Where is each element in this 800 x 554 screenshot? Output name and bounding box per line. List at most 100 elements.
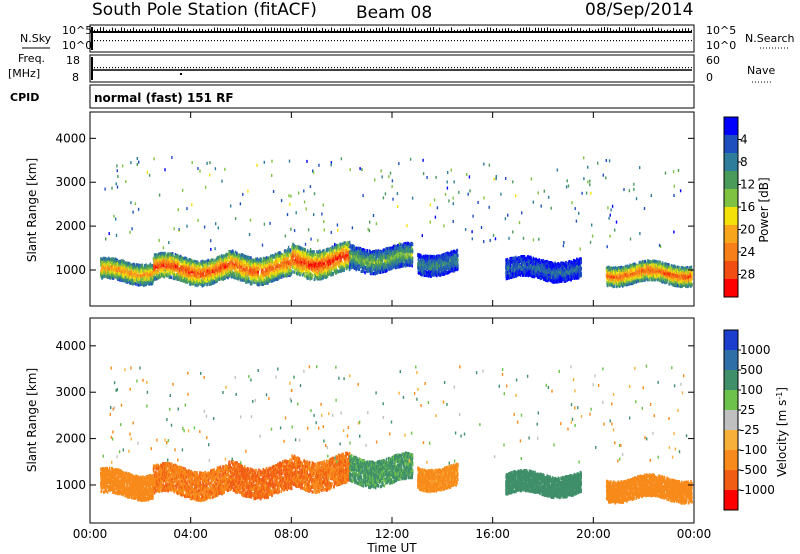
scatter-cell	[216, 259, 218, 263]
scatter-cell	[304, 267, 306, 271]
nsky-spike	[667, 29, 668, 31]
scatter-cell	[215, 276, 217, 280]
scatter-cell	[121, 259, 123, 263]
scatter-cell	[213, 266, 216, 270]
nave-dot	[235, 67, 236, 69]
nsky-spike	[550, 28, 551, 31]
nave-dot	[607, 67, 608, 69]
nsearch-dot	[397, 40, 398, 42]
nsearch-dot	[598, 40, 599, 42]
nsky-spike	[322, 27, 323, 31]
nsky-spike	[292, 28, 293, 31]
nsky-spike	[616, 29, 617, 31]
nave-dot	[265, 67, 266, 69]
nsearch-dot	[109, 40, 110, 42]
scatter-cell	[151, 282, 154, 286]
scatter-cell	[227, 272, 230, 276]
nsky-spike	[460, 29, 461, 31]
scatter-cell	[267, 266, 269, 271]
nsearch-dot	[517, 40, 518, 42]
nsearch-dot	[472, 40, 473, 42]
nsearch-dot	[442, 40, 443, 42]
nave-dot	[124, 67, 125, 69]
nsearch-label: N.Search	[745, 32, 795, 45]
scatter-cell	[199, 282, 202, 286]
nsky-spike	[97, 29, 98, 31]
scatter-cell	[239, 265, 241, 269]
scatter-cell	[302, 269, 305, 273]
nave-dot	[613, 67, 614, 69]
scatter-cell	[187, 261, 189, 265]
scatter-cell	[135, 273, 137, 277]
nsky-spike	[148, 29, 149, 31]
nsky-spike	[625, 27, 626, 31]
nave-dot	[193, 67, 194, 69]
nsky-spike	[163, 27, 164, 31]
nsearch-dot	[553, 40, 554, 42]
scatter-cell	[101, 276, 103, 280]
nsky-spike	[523, 27, 524, 31]
nsky-spike	[187, 28, 188, 31]
scatter-cell	[204, 282, 206, 286]
scatter-cell	[161, 260, 164, 264]
scatter-cell	[237, 272, 239, 276]
nave-dot	[679, 67, 680, 69]
nsearch-dot	[316, 40, 317, 42]
nave-dot	[532, 67, 533, 69]
nsky-spike	[304, 27, 305, 31]
nsky-spike	[283, 28, 284, 31]
scatter-cell	[152, 277, 155, 281]
nsearch-dot	[217, 40, 218, 42]
scatter-cell	[248, 264, 251, 268]
scatter-cell	[303, 254, 306, 259]
scatter-cell	[250, 269, 252, 273]
nave-dot	[298, 67, 299, 69]
nave-dot	[178, 67, 179, 69]
scatter-cell	[243, 263, 246, 268]
scatter-cell	[222, 273, 225, 277]
nsky-spike	[376, 27, 377, 31]
nave-dot	[196, 67, 197, 69]
nsearch-dot	[334, 40, 335, 42]
scatter-cell	[209, 259, 211, 263]
scatter-cell	[295, 256, 298, 260]
nsearch-dot	[685, 40, 686, 42]
scatter-cell	[123, 272, 126, 276]
nave-dot	[511, 67, 512, 69]
nave-dot	[172, 67, 173, 69]
scatter-cell	[129, 278, 132, 283]
scatter-cell	[283, 269, 285, 273]
nsearch-dot	[283, 40, 284, 42]
scatter-cell	[164, 255, 166, 259]
scatter-cell	[304, 248, 306, 252]
nsky-spike	[205, 29, 206, 31]
nsky-spike	[601, 27, 602, 31]
nave-dot	[430, 67, 431, 69]
nsky-spike	[469, 27, 470, 31]
scatter-cell	[301, 262, 303, 266]
nave-dot	[685, 67, 686, 69]
nsearch-dot	[127, 40, 128, 42]
scatter-cell	[118, 271, 121, 275]
nsky-spike	[526, 27, 527, 31]
scatter-cell	[264, 265, 267, 269]
scatter-cell	[269, 268, 272, 272]
scatter-cell	[279, 254, 281, 258]
nsky-spike	[679, 29, 680, 31]
nsky-spike	[208, 28, 209, 31]
nave-dot	[340, 67, 341, 69]
nsky-spike	[154, 27, 155, 31]
nave-dot	[481, 67, 482, 69]
scatter-cell	[157, 268, 160, 272]
scatter-cell	[301, 258, 304, 262]
scatter-cell	[274, 269, 276, 273]
scatter-cell	[282, 258, 285, 263]
nave-dot	[688, 67, 689, 69]
nave-dot	[208, 67, 209, 69]
nsky-spike	[496, 27, 497, 31]
scatter-cell	[155, 265, 157, 269]
nsearch-dot	[463, 40, 464, 42]
nsky-spike	[115, 28, 116, 31]
nsearch-dot	[631, 40, 632, 42]
nave-dot	[655, 67, 656, 69]
